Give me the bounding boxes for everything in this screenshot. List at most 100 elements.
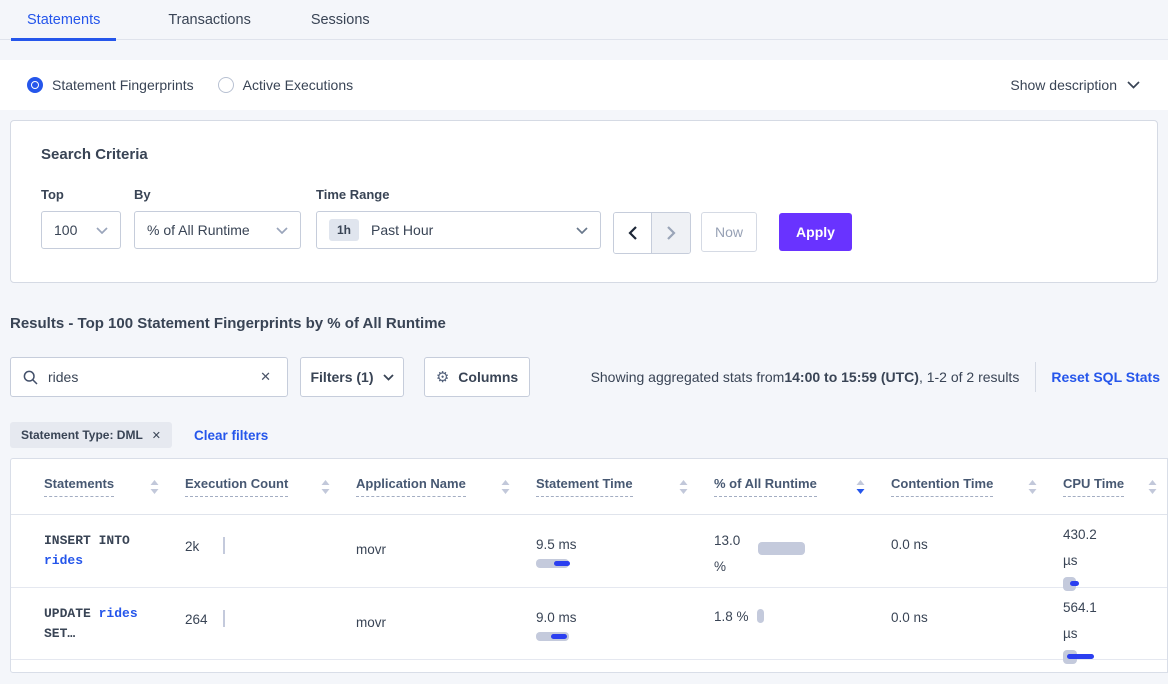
statement-time-cell: 9.0 ms: [536, 588, 714, 664]
radio-selected-icon: [27, 77, 43, 93]
header-contention-time[interactable]: Contention Time: [891, 476, 1063, 497]
contention-time-cell: 0.0 ns: [891, 610, 928, 625]
radio-unselected-icon: [217, 77, 234, 93]
application-name-cell: movr: [356, 542, 386, 557]
search-criteria-card: Search Criteria Top 100 By % of All Runt…: [10, 120, 1158, 283]
top-label: Top: [41, 187, 64, 202]
clear-search-icon[interactable]: ✕: [260, 369, 271, 384]
reset-sql-stats-link[interactable]: Reset SQL Stats: [1051, 369, 1160, 385]
now-button[interactable]: Now: [701, 212, 757, 252]
remove-filter-icon[interactable]: ✕: [151, 429, 162, 442]
pct-runtime-bar: [756, 609, 764, 623]
top-field-group: Top 100: [41, 187, 121, 249]
cpu-time-bar: [1063, 650, 1094, 664]
cpu-time-bar: [1063, 577, 1079, 591]
header-cpu-time[interactable]: CPU Time: [1063, 476, 1167, 497]
execution-count-cell: 264: [185, 588, 356, 664]
by-select[interactable]: % of All Runtime: [134, 211, 301, 249]
sort-icon: [501, 479, 510, 494]
stats-text-suffix: , 1-2 of 2 results: [918, 369, 1020, 385]
by-select-value: % of All Runtime: [147, 222, 250, 238]
statement-time-bar: [536, 632, 569, 641]
table-row: INSERT INTO rides 2k movr 9.5 ms 13.0 % …: [11, 515, 1167, 591]
sort-icon: [1148, 479, 1157, 494]
search-input[interactable]: [48, 369, 257, 385]
sort-icon: [321, 479, 330, 494]
filter-chip-label: Statement Type: DML: [21, 428, 143, 442]
time-next-button[interactable]: [652, 213, 690, 253]
count-bar: [223, 610, 225, 627]
sort-icon: [679, 479, 688, 494]
cpu-time-cell: 430.2 µs: [1063, 515, 1167, 591]
stats-time-range: 14:00 to 15:59 (UTC): [784, 369, 919, 385]
sort-icon: [1028, 479, 1037, 494]
sort-icon: [150, 479, 159, 494]
stddev-marker: [1070, 581, 1079, 586]
radio-statement-fingerprints-label: Statement Fingerprints: [52, 77, 194, 93]
sort-desc-active-icon: [856, 479, 865, 494]
application-name-cell: movr: [356, 615, 386, 630]
top-select[interactable]: 100: [41, 211, 121, 249]
columns-button-label: Columns: [458, 369, 519, 385]
header-statement-time[interactable]: Statement Time: [536, 476, 714, 497]
clear-filters-link[interactable]: Clear filters: [194, 427, 269, 443]
table-header-row: Statements Execution Count Application N…: [11, 459, 1167, 515]
chevron-down-icon: [276, 226, 288, 234]
chevron-down-icon: [576, 226, 588, 234]
statement-type-filter-chip: Statement Type: DML ✕: [10, 422, 173, 448]
radio-active-executions-label: Active Executions: [242, 77, 354, 93]
statement-time-bar: [536, 559, 570, 568]
table-name-link[interactable]: rides: [98, 606, 138, 621]
by-label: By: [134, 187, 151, 202]
stats-text-prefix: Showing aggregated stats from: [590, 369, 785, 385]
pct-runtime-cell: 1.8 %: [714, 588, 891, 664]
apply-button[interactable]: Apply: [779, 213, 852, 251]
radio-active-executions[interactable]: Active Executions: [217, 77, 354, 93]
tab-transactions[interactable]: Transactions: [168, 12, 251, 28]
execution-count-cell: 2k: [185, 515, 356, 591]
search-criteria-title: Search Criteria: [41, 146, 148, 163]
time-range-field-group: Time Range 1h Past Hour: [316, 187, 601, 249]
search-icon: [23, 370, 38, 385]
statement-link[interactable]: UPDATE rides SET…: [44, 606, 138, 641]
filters-button-label: Filters (1): [310, 369, 374, 385]
time-prev-button[interactable]: [614, 213, 652, 253]
cpu-time-cell: 564.1 µs: [1063, 588, 1167, 664]
time-range-badge: 1h: [329, 219, 360, 241]
chevron-right-icon: [666, 226, 676, 240]
header-statements[interactable]: Statements: [44, 476, 185, 497]
header-pct-runtime-sorted-desc[interactable]: % of All Runtime: [714, 476, 891, 497]
filter-chip-row: Statement Type: DML ✕ Clear filters: [10, 422, 268, 448]
top-tabbar: Statements Transactions Sessions: [0, 0, 1168, 41]
header-execution-count[interactable]: Execution Count: [185, 476, 356, 497]
results-controls-row: ✕ Filters (1) ⚙ Columns Showing aggregat…: [10, 357, 1160, 397]
tab-statements[interactable]: Statements: [11, 0, 117, 41]
pct-runtime-cell: 13.0 %: [714, 515, 891, 591]
stddev-marker: [1067, 654, 1094, 659]
stddev-marker: [554, 561, 570, 566]
contention-time-cell: 0.0 ns: [891, 537, 928, 552]
time-range-label: Time Range: [316, 187, 390, 202]
columns-button[interactable]: ⚙ Columns: [424, 357, 530, 397]
chevron-down-icon: [1127, 81, 1140, 89]
statements-table: Statements Execution Count Application N…: [10, 458, 1168, 673]
stddev-marker: [551, 634, 567, 639]
tab-sessions[interactable]: Sessions: [310, 12, 370, 28]
statement-link[interactable]: INSERT INTO rides: [44, 533, 130, 568]
aggregated-stats-line: Showing aggregated stats from 14:00 to 1…: [591, 357, 1160, 397]
header-application-name[interactable]: Application Name: [356, 476, 536, 497]
time-range-select[interactable]: 1h Past Hour: [316, 211, 601, 249]
chevron-down-icon: [96, 226, 108, 234]
gear-icon: ⚙: [435, 369, 450, 386]
filters-button[interactable]: Filters (1): [300, 357, 404, 397]
chevron-down-icon: [382, 373, 394, 381]
statement-time-cell: 9.5 ms: [536, 515, 714, 591]
time-range-value: Past Hour: [371, 222, 434, 238]
results-heading: Results - Top 100 Statement Fingerprints…: [10, 315, 446, 332]
radio-statement-fingerprints[interactable]: Statement Fingerprints: [27, 77, 194, 93]
show-description-toggle[interactable]: Show description: [1010, 77, 1140, 93]
vertical-divider: [1035, 362, 1037, 392]
statement-search-box: ✕: [10, 357, 288, 397]
table-name-link[interactable]: rides: [44, 553, 84, 568]
